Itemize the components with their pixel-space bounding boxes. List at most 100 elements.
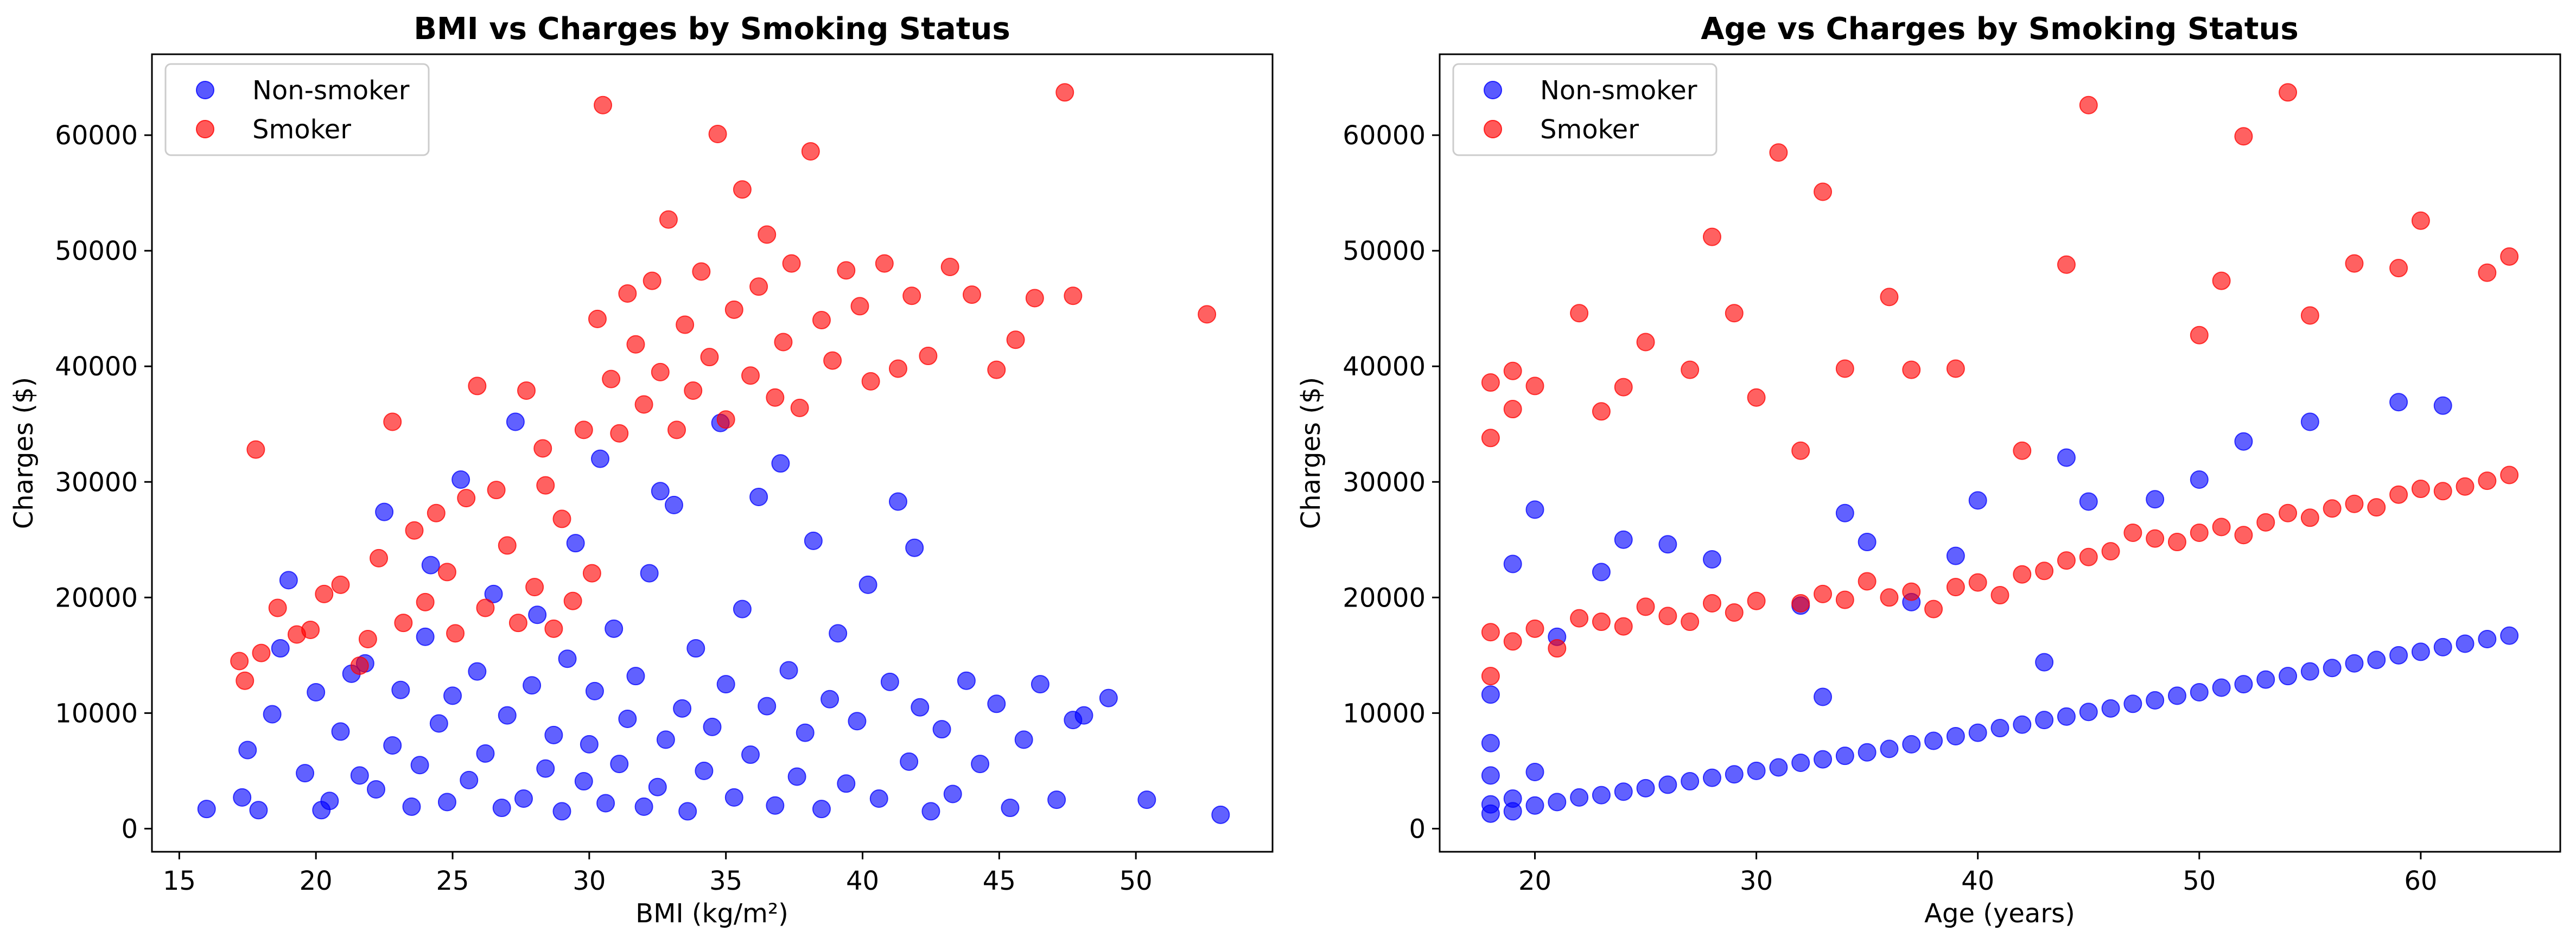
point-non-smoker [1001, 799, 1020, 818]
point-non-smoker [1636, 779, 1655, 798]
x-ticks-left: 15 20 25 30 35 40 45 50 [163, 852, 1153, 896]
point-non-smoker [1858, 743, 1877, 762]
point-smoker [2234, 526, 2253, 545]
point-non-smoker [238, 741, 257, 760]
point-smoker [940, 258, 959, 276]
legend-marker-smoker [1484, 120, 1502, 138]
point-smoker [888, 359, 907, 378]
point-smoker [1946, 359, 1965, 378]
point-non-smoker [2345, 654, 2364, 673]
point-non-smoker [421, 556, 440, 575]
point-smoker [1880, 288, 1899, 307]
point-smoker [1702, 594, 1721, 613]
points-right [1481, 83, 2519, 823]
point-smoker [2456, 477, 2475, 496]
point-smoker [1946, 578, 1965, 597]
point-smoker [1570, 304, 1589, 323]
point-non-smoker [2234, 432, 2253, 451]
point-non-smoker [626, 667, 645, 686]
point-non-smoker [1074, 706, 1093, 725]
x-tick-label-right: 40 [1961, 866, 1994, 896]
point-smoker [525, 578, 544, 597]
point-smoker [2146, 529, 2165, 548]
point-non-smoker [1725, 765, 1744, 784]
point-non-smoker [451, 470, 470, 489]
y-tick-label-left: 30000 [55, 467, 138, 497]
point-non-smoker [957, 671, 976, 690]
point-smoker [1681, 360, 1700, 379]
point-smoker [708, 125, 727, 143]
point-smoker [2478, 263, 2497, 282]
point-non-smoker [320, 792, 339, 811]
point-non-smoker [523, 676, 542, 695]
point-smoker [252, 643, 271, 662]
point-smoker [1990, 586, 2009, 605]
y-axis-label-right: Charges ($) [1296, 377, 1326, 530]
point-smoker [659, 210, 678, 229]
point-non-smoker [1924, 731, 1943, 750]
point-smoker [1835, 359, 1854, 378]
point-smoker [1481, 429, 1500, 448]
point-non-smoker [585, 681, 604, 700]
point-smoker [427, 503, 446, 522]
point-non-smoker [1658, 535, 1677, 554]
chart-age-vs-charges: Age vs Charges by Smoking Status Age (ye… [1296, 11, 2561, 929]
point-non-smoker [610, 755, 629, 774]
point-non-smoker [1481, 733, 1500, 752]
point-non-smoker [1614, 530, 1633, 549]
point-smoker [602, 369, 621, 388]
point-smoker [1481, 667, 1500, 686]
point-smoker [2013, 565, 2032, 584]
point-smoker [476, 598, 495, 617]
point-non-smoker [1791, 753, 1810, 772]
point-non-smoker [2433, 637, 2452, 656]
point-smoker [2367, 498, 2386, 517]
point-non-smoker [880, 672, 899, 691]
x-tick-label-left: 45 [983, 866, 1016, 896]
point-non-smoker [296, 764, 315, 783]
legend-marker-non-smoker [196, 81, 214, 99]
point-smoker [508, 614, 527, 633]
chart-title-right: Age vs Charges by Smoking Status [1701, 11, 2299, 47]
point-non-smoker [779, 661, 798, 680]
point-smoker [574, 420, 593, 439]
point-smoker [626, 335, 645, 354]
legend-marker-smoker [196, 120, 214, 138]
point-smoker [552, 509, 571, 528]
point-smoker [758, 225, 777, 244]
point-smoker [230, 652, 249, 671]
point-non-smoker [1525, 796, 1544, 815]
point-smoker [766, 388, 785, 407]
point-non-smoker [1525, 500, 1544, 519]
x-tick-label-left: 35 [709, 866, 742, 896]
point-smoker [2212, 518, 2231, 537]
point-smoker [790, 398, 809, 417]
point-non-smoker [1481, 766, 1500, 785]
point-smoker [394, 614, 413, 633]
point-smoker [350, 656, 369, 675]
point-smoker [1791, 441, 1810, 460]
point-non-smoker [787, 767, 806, 786]
point-smoker [582, 564, 601, 583]
point-smoker [1858, 572, 1877, 591]
point-smoker [1548, 639, 1567, 658]
point-non-smoker [514, 789, 533, 808]
point-non-smoker [741, 745, 760, 764]
point-non-smoker [2035, 653, 2054, 672]
point-non-smoker [888, 492, 907, 511]
point-non-smoker [566, 534, 585, 553]
point-non-smoker [492, 799, 511, 818]
point-smoker [533, 439, 552, 458]
point-non-smoker [2234, 675, 2253, 694]
plot-area-right [1439, 53, 2561, 853]
x-tick-label-left: 40 [846, 866, 879, 896]
point-smoker [2079, 95, 2098, 114]
point-smoker [468, 377, 487, 396]
chart-bmi-vs-charges: BMI vs Charges by Smoking Status BMI (kg… [9, 11, 1274, 929]
point-non-smoker [2079, 492, 2098, 511]
point-smoker [1064, 286, 1083, 305]
point-non-smoker [331, 722, 350, 741]
point-non-smoker [2057, 448, 2076, 467]
point-smoker [875, 254, 894, 273]
point-non-smoker [271, 639, 290, 658]
